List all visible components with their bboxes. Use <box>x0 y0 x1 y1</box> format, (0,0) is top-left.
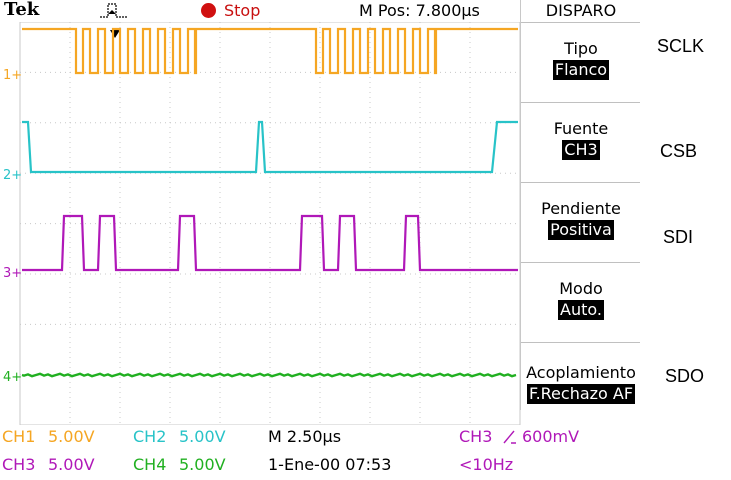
horizontal-position: M Pos: 7.800µs <box>359 1 480 20</box>
timebase: M 2.50µs <box>268 427 342 446</box>
ch1-trace <box>22 27 518 75</box>
acquisition-status: Stop <box>224 1 261 20</box>
menu-item-label: Pendiente <box>541 199 621 218</box>
brand-logo: Tek <box>4 0 40 20</box>
signal-label-sdo: SDO <box>665 366 705 386</box>
ch4-label: CH4 <box>133 455 167 474</box>
pulse-trigger-icon <box>100 3 128 18</box>
ch1-marker: 1+ <box>3 68 22 83</box>
date-time: 1-Ene-00 07:53 <box>268 455 392 474</box>
ch3-trace <box>22 214 518 272</box>
signal-label-csb: CSB <box>660 141 698 161</box>
menu-item-value: Auto. <box>558 300 604 320</box>
status-bar: Tek Stop M Pos: 7.800µs <box>0 0 640 22</box>
menu-item-value: CH3 <box>562 140 600 160</box>
ch2-marker: 2+ <box>3 168 22 183</box>
menu-item-value: Positiva <box>548 220 614 240</box>
menu-item-fuente[interactable]: Fuente CH3 <box>521 102 640 183</box>
menu-item-label: Tipo <box>564 39 598 58</box>
rising-edge-icon <box>503 430 516 444</box>
menu-item-value: Flanco <box>552 60 610 80</box>
ch2-scale: 5.00V <box>179 427 226 446</box>
trigger-level: 600mV <box>522 427 580 446</box>
menu-item-label: Acoplamiento <box>526 363 636 382</box>
status-footer: CH1 5.00V CH2 5.00V M 2.50µs CH3 600mV C… <box>0 425 640 480</box>
menu-item-acoplamiento[interactable]: Acoplamiento F.Rechazo AF <box>521 342 640 411</box>
menu-item-pendiente[interactable]: Pendiente Positiva <box>521 182 640 263</box>
scope-display: 1+ 2+ 3+ 4+ Tek Stop M Pos: 7.800µs DISPARO… <box>0 0 640 480</box>
menu-item-modo[interactable]: Modo Auto. <box>521 262 640 343</box>
stop-indicator-icon <box>201 3 216 18</box>
trigger-frequency: <10Hz <box>459 455 514 474</box>
menu-item-value: F.Rechazo AF <box>526 384 636 404</box>
ch2-trace <box>22 120 518 174</box>
graticule: 1+ 2+ 3+ 4+ <box>3 21 521 426</box>
ch2-label: CH2 <box>133 427 167 446</box>
ch3-marker: 3+ <box>3 266 22 281</box>
trigger-source: CH3 <box>459 427 493 446</box>
ch1-label: CH1 <box>2 427 36 446</box>
ch3-scale: 5.00V <box>48 455 95 474</box>
ch4-scale: 5.00V <box>179 455 226 474</box>
ch1-scale: 5.00V <box>48 427 95 446</box>
ch3-label: CH3 <box>2 455 36 474</box>
menu-title: DISPARO <box>545 1 617 20</box>
signal-label-sclk: SCLK <box>657 36 705 56</box>
signal-label-sdi: SDI <box>663 227 694 247</box>
trigger-menu: DISPARO Tipo Flanco Fuente CH3 Pendiente… <box>520 0 640 410</box>
menu-item-tipo[interactable]: Tipo Flanco <box>521 22 640 103</box>
menu-item-label: Fuente <box>553 119 609 138</box>
ch4-trace <box>21 372 517 378</box>
menu-item-label: Modo <box>559 279 603 298</box>
ch4-marker: 4+ <box>3 370 22 385</box>
trigger-position-icon <box>110 30 120 38</box>
